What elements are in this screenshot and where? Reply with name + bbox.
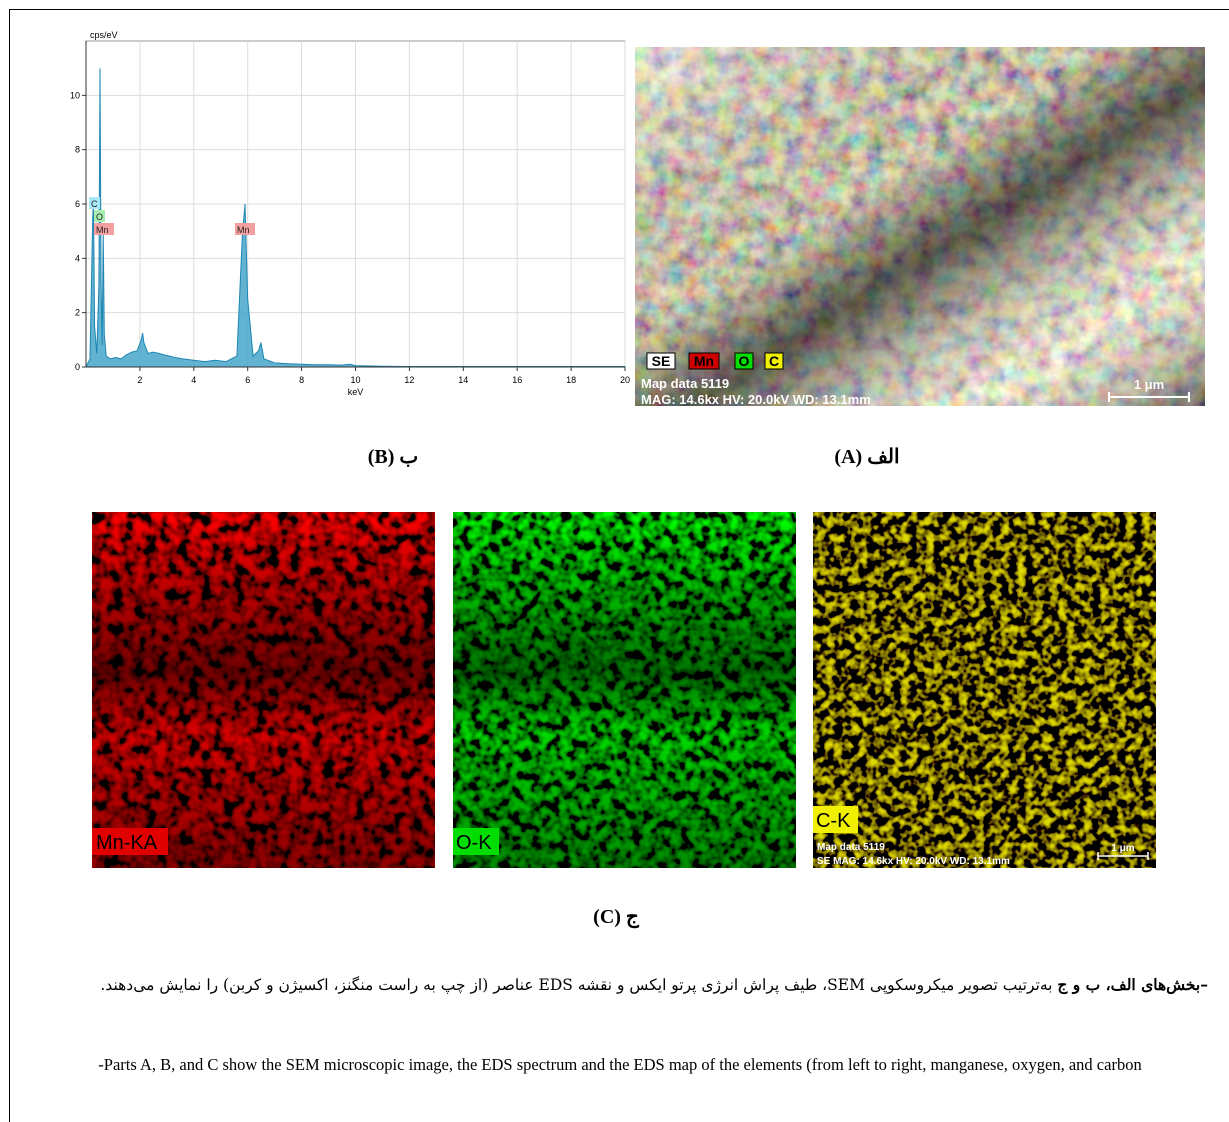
caption-fa-text: به‌ترتیب تصویر میکروسکوپی SEM، طیف پراش …	[100, 976, 1052, 994]
y-axis-label: cps/eV	[90, 30, 118, 40]
x-tick-label: 10	[350, 375, 360, 385]
x-tick-label: 6	[245, 375, 250, 385]
map-label: Mn-KA	[96, 832, 158, 854]
caption-a: الف (A)	[767, 444, 967, 469]
x-tick-label: 8	[299, 375, 304, 385]
eds-spectrum: 2 4 6 8 10 12 14 16 18 20 0 2 4 6 8 10 cps/eV keV CO Mn Mn	[70, 30, 630, 397]
map-info: SE MAG: 14.6kx HV: 20.0kV WD: 13.1mm	[817, 856, 1010, 867]
caption-fa-bold: –بخش‌های الف، ب و ج	[1057, 975, 1208, 994]
map-c: C-K Map data 5119 SE MAG: 14.6kx HV: 20.…	[813, 512, 1156, 868]
scale-bar-label: 1 μm	[1134, 377, 1164, 392]
y-tick-label: 4	[75, 253, 80, 263]
y-tick-label: 0	[75, 362, 80, 372]
y-tick-label: 2	[75, 308, 80, 318]
peak-label: Mn	[96, 225, 109, 235]
caption-c: ج (C)	[516, 904, 716, 929]
sem-info: MAG: 14.6kx HV: 20.0kV WD: 13.1mm	[641, 392, 871, 407]
sem-image: SE Mn O C Map data 5119 MAG: 14.6kx HV: …	[635, 47, 1205, 407]
figure-graphics: SE Mn O C Map data 5119 MAG: 14.6kx HV: …	[9, 9, 1229, 1122]
x-tick-label: 2	[137, 375, 142, 385]
map-label: C-K	[816, 810, 851, 832]
map-data-label: Map data 5119	[817, 842, 885, 853]
map-mn: Mn-KA	[92, 512, 435, 868]
scale-bar-label: 1 μm	[1111, 843, 1134, 854]
caption-fa: –بخش‌های الف، ب و ج به‌ترتیب تصویر میکرو…	[30, 962, 1208, 1008]
map-data-label: Map data 5119	[641, 376, 729, 391]
y-tick-label: 6	[75, 199, 80, 209]
legend-o: O	[739, 353, 750, 369]
x-tick-label: 4	[191, 375, 196, 385]
legend-mn: Mn	[694, 353, 714, 369]
figure-page: SE Mn O C Map data 5119 MAG: 14.6kx HV: …	[9, 9, 1229, 1122]
peak-label: C	[91, 199, 98, 209]
legend-se: SE	[652, 353, 671, 369]
x-tick-label: 12	[404, 375, 414, 385]
x-tick-label: 16	[512, 375, 522, 385]
x-axis-label: keV	[348, 387, 364, 397]
peak-label: Mn	[237, 225, 250, 235]
x-tick-label: 18	[566, 375, 576, 385]
x-tick-label: 20	[620, 375, 630, 385]
caption-en: -Parts A, B, and C show the SEM microsco…	[10, 1054, 1229, 1076]
caption-b: ب (B)	[293, 444, 493, 469]
map-o: O-K	[453, 512, 796, 868]
y-tick-label: 8	[75, 145, 80, 155]
peak-label: O	[96, 212, 103, 222]
y-tick-label: 10	[70, 90, 80, 100]
x-tick-label: 14	[458, 375, 468, 385]
legend-c: C	[769, 353, 779, 369]
map-label: O-K	[456, 832, 492, 854]
